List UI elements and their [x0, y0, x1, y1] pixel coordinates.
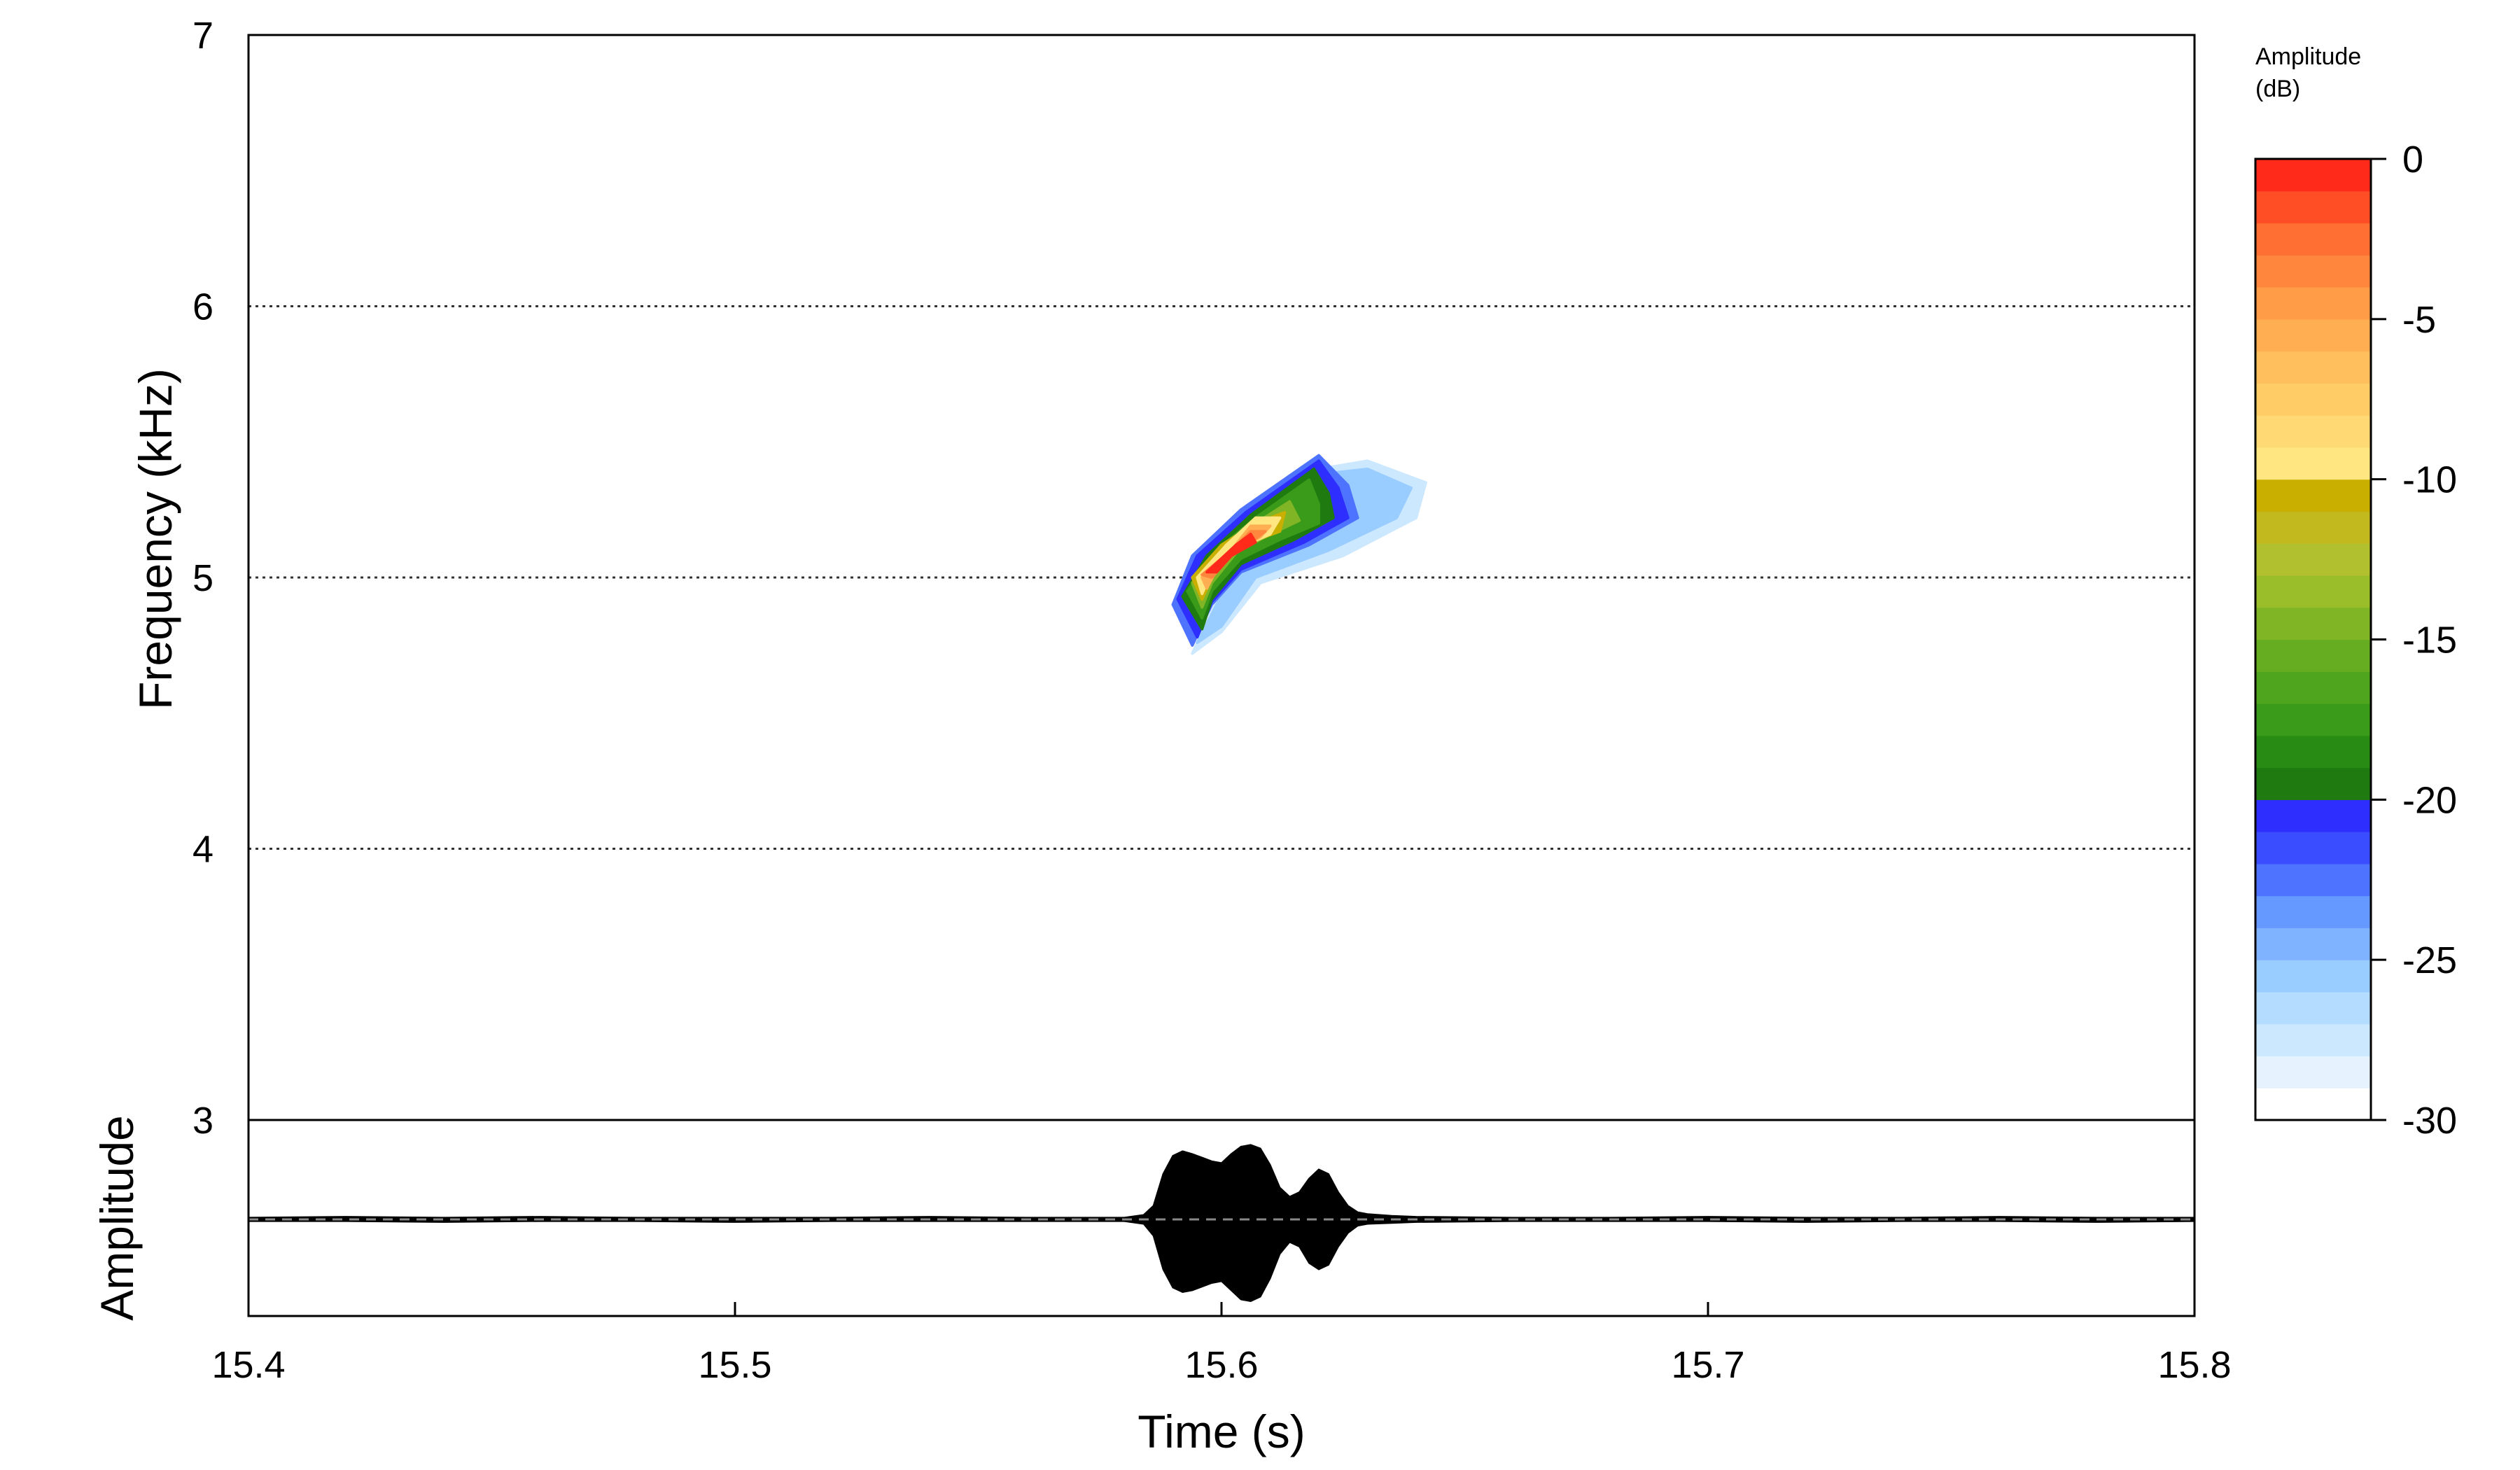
x-axis-ticks: 15.4 15.5 15.6 15.7 15.8 — [211, 1302, 2232, 1386]
x-axis-title: Time (s) — [1138, 1406, 1306, 1457]
colorbar-band-17 — [2255, 543, 2371, 576]
colorbar-band-20 — [2255, 447, 2371, 480]
colorbar-band-6 — [2255, 895, 2371, 928]
colorbar-band-26 — [2255, 255, 2371, 288]
colorbar-tick-label-0: 0 — [2402, 139, 2423, 181]
colorbar: Amplitude (dB) 0 -5 -10 -15 -20 -25 -30 — [2254, 43, 2457, 1142]
colorbar-band-18 — [2255, 511, 2371, 544]
colorbar-tick-label--15: -15 — [2402, 620, 2457, 662]
colorbar-title-line1: Amplitude — [2255, 43, 2361, 70]
colorbar-band-8 — [2255, 832, 2371, 864]
colorbar-tick-label--5: -5 — [2402, 299, 2436, 341]
waveform-envelope — [248, 1144, 2195, 1303]
colorbar-band-3 — [2255, 991, 2371, 1025]
colorbar-band-29 — [2255, 159, 2371, 192]
y-tick-label-4: 4 — [192, 829, 214, 871]
x-tick-label-15.8: 15.8 — [2157, 1344, 2231, 1386]
x-tick-label-15.6: 15.6 — [1184, 1344, 1258, 1386]
colorbar-band-4 — [2255, 960, 2371, 993]
colorbar-band-16 — [2255, 575, 2371, 608]
y-tick-label-5: 5 — [192, 557, 214, 599]
x-tick-label-15.5: 15.5 — [698, 1344, 771, 1386]
x-tick-label-15.4: 15.4 — [211, 1344, 285, 1386]
colorbar-title-line2: (dB) — [2255, 76, 2300, 102]
y-axis-ticks: 3 4 5 6 7 — [192, 15, 214, 1142]
colorbar-band-0 — [2255, 1088, 2371, 1121]
contour-level-11 — [1205, 533, 1257, 574]
colorbar-band-22 — [2255, 383, 2371, 416]
colorbar-band-28 — [2255, 190, 2371, 224]
colorbar-band-13 — [2255, 671, 2371, 704]
y-axis-title: Frequency (kHz) — [130, 368, 181, 710]
colorbar-tick-label--10: -10 — [2402, 459, 2457, 501]
amplitude-axis-title: Amplitude — [91, 1115, 143, 1321]
colorbar-band-9 — [2255, 799, 2371, 832]
colorbar-band-7 — [2255, 863, 2371, 897]
y-tick-label-7: 7 — [192, 15, 214, 57]
spectrogram-contours — [1171, 454, 1427, 655]
y-tick-label-3: 3 — [192, 1100, 214, 1142]
colorbar-tick-label--25: -25 — [2402, 939, 2457, 981]
colorbar-band-21 — [2255, 415, 2371, 448]
colorbar-band-19 — [2255, 479, 2371, 512]
colorbar-ticks: 0 -5 -10 -15 -20 -25 -30 — [2371, 139, 2457, 1142]
colorbar-band-2 — [2255, 1023, 2371, 1057]
waveform-panel — [248, 1144, 2195, 1303]
colorbar-band-15 — [2255, 607, 2371, 640]
colorbar-band-10 — [2255, 767, 2371, 800]
colorbar-band-23 — [2255, 351, 2371, 384]
colorbar-band-12 — [2255, 704, 2371, 736]
colorbar-band-5 — [2255, 927, 2371, 960]
colorbar-band-11 — [2255, 735, 2371, 769]
colorbar-bands — [2255, 159, 2371, 1121]
x-tick-label-15.7: 15.7 — [1671, 1344, 1744, 1386]
colorbar-tick-label--20: -20 — [2402, 779, 2457, 821]
y-tick-label-6: 6 — [192, 286, 214, 328]
colorbar-band-24 — [2255, 318, 2371, 352]
colorbar-band-25 — [2255, 287, 2371, 320]
colorbar-band-27 — [2255, 223, 2371, 255]
colorbar-band-1 — [2255, 1056, 2371, 1088]
colorbar-tick-label--30: -30 — [2402, 1100, 2457, 1142]
colorbar-band-14 — [2255, 639, 2371, 672]
